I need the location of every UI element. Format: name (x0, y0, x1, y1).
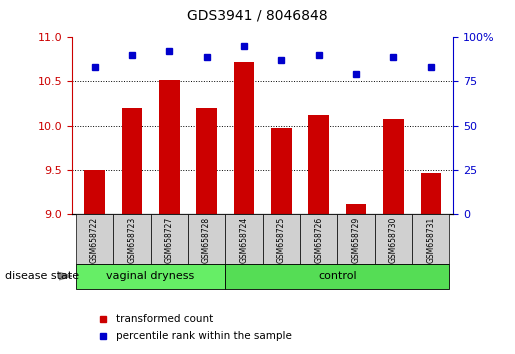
Text: GDS3941 / 8046848: GDS3941 / 8046848 (187, 9, 328, 23)
Text: GSM658729: GSM658729 (352, 217, 360, 263)
Text: GSM658723: GSM658723 (127, 217, 136, 263)
Text: GSM658726: GSM658726 (314, 217, 323, 263)
Text: GSM658728: GSM658728 (202, 217, 211, 263)
Bar (421, 172, 441, 214)
Text: transformed count: transformed count (116, 314, 213, 324)
Bar (271, 128, 291, 214)
Bar (113, 214, 150, 264)
Bar (188, 214, 225, 264)
Text: GSM658724: GSM658724 (239, 217, 248, 263)
Bar (308, 115, 329, 214)
Bar (234, 62, 254, 214)
Bar (225, 264, 450, 289)
Bar (263, 214, 300, 264)
Text: GSM658722: GSM658722 (90, 217, 99, 263)
Bar (159, 80, 180, 214)
Text: GSM658730: GSM658730 (389, 217, 398, 263)
Text: GSM658725: GSM658725 (277, 217, 286, 263)
Bar (225, 214, 263, 264)
Bar (300, 214, 337, 264)
Bar (76, 264, 225, 289)
Text: GSM658731: GSM658731 (426, 217, 435, 263)
Bar (76, 214, 113, 264)
Polygon shape (59, 273, 72, 280)
Text: disease state: disease state (5, 271, 79, 281)
Bar (412, 214, 450, 264)
Bar (122, 108, 142, 214)
Bar (375, 214, 412, 264)
Text: percentile rank within the sample: percentile rank within the sample (116, 331, 292, 341)
Text: control: control (318, 271, 357, 281)
Text: GSM658727: GSM658727 (165, 217, 174, 263)
Bar (84, 170, 105, 214)
Bar (346, 204, 366, 214)
Bar (337, 214, 375, 264)
Bar (383, 119, 404, 214)
Bar (196, 108, 217, 214)
Bar (150, 214, 188, 264)
Text: vaginal dryness: vaginal dryness (107, 271, 195, 281)
